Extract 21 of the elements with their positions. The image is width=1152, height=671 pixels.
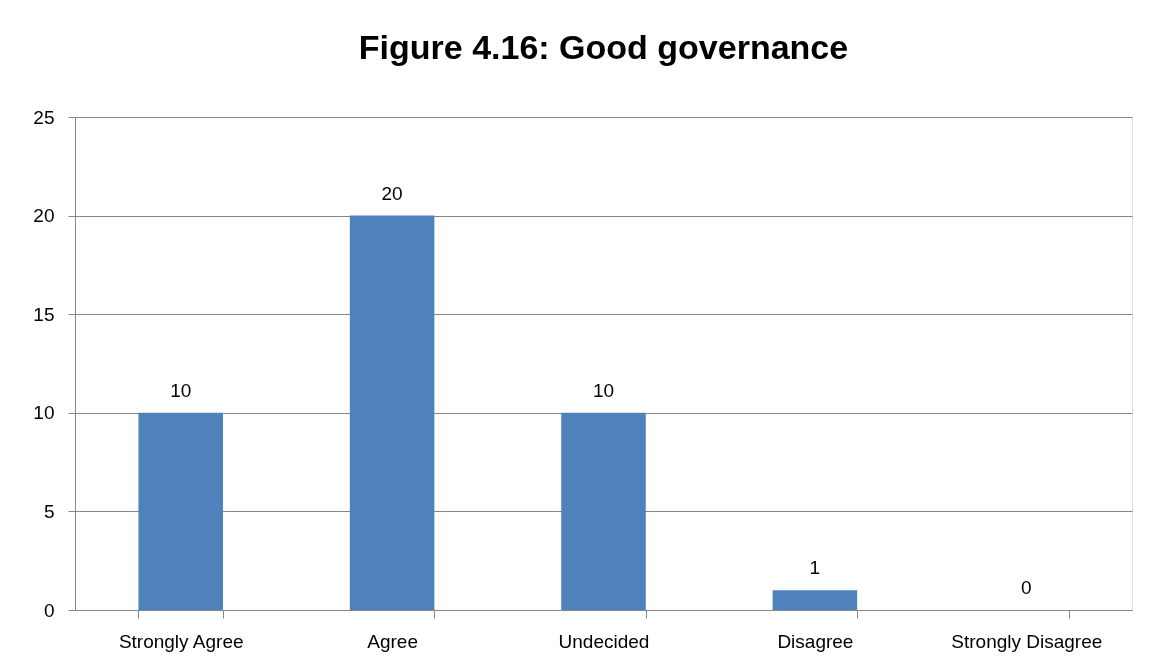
chart-title: Figure 4.16: Good governance [358, 28, 849, 66]
data-label: 0 [1021, 577, 1032, 598]
data-label: 1 [809, 557, 821, 579]
bar [349, 215, 435, 610]
y-tick-label: 15 [33, 303, 55, 325]
x-tick-label: Agree [367, 630, 418, 652]
x-tick-label: Strongly Agree [118, 630, 244, 652]
data-label: 10 [170, 379, 192, 401]
y-tick-label: 10 [33, 402, 55, 424]
y-tick-label: 25 [33, 106, 55, 128]
data-label: 10 [592, 379, 615, 401]
x-tick-label: Undecided [558, 630, 650, 652]
bar [561, 412, 646, 610]
bar [138, 412, 223, 610]
x-tick-label: Disagree [777, 630, 854, 652]
y-tick-label: 5 [43, 500, 55, 522]
x-tick-label: Strongly Disagree [951, 630, 1103, 652]
data-label: 20 [381, 182, 403, 204]
y-tick-label: 0 [43, 599, 55, 621]
y-tick-label: 20 [33, 205, 55, 227]
bar [772, 590, 858, 610]
